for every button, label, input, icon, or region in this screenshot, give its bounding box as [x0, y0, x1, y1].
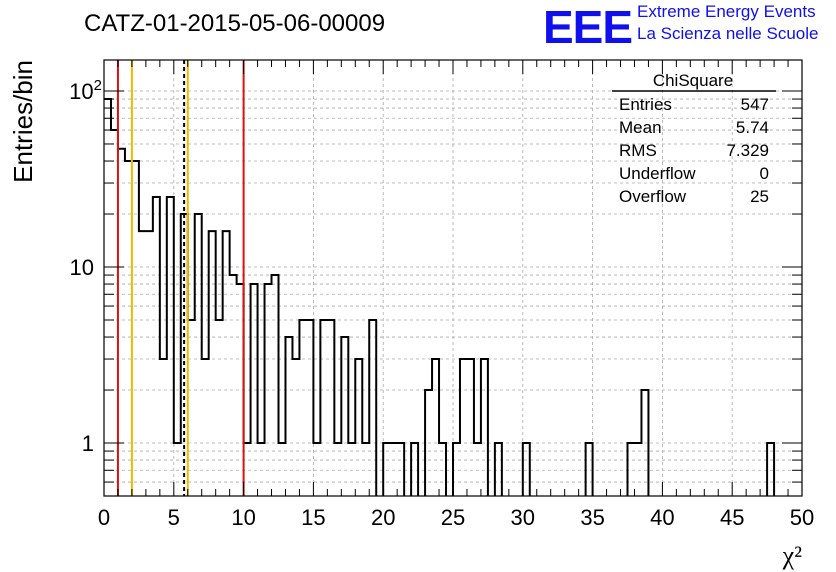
stats-row-value: 0 [760, 164, 769, 183]
x-tick-label: 30 [511, 505, 535, 530]
x-tick-label: 0 [98, 505, 110, 530]
grid-lines [104, 60, 802, 496]
stats-row-label: Entries [619, 95, 672, 114]
y-tick-label: 1 [82, 431, 94, 456]
stats-row-value: 25 [750, 187, 769, 206]
vertical-markers [116, 60, 245, 496]
stats-title: ChiSquare [653, 71, 733, 90]
y-axis-label: Entries/bin [8, 60, 38, 183]
x-tick-label: 5 [168, 505, 180, 530]
chart-title: CATZ-01-2015-05-06-00009 [84, 10, 386, 37]
stats-box: ChiSquare Entries 547 Mean 5.74 RMS 7.329 Unde… [612, 71, 776, 206]
stats-row-value: 7.329 [726, 141, 769, 160]
logo-caption-line1: Extreme Energy Events [637, 2, 816, 21]
logo-caption-line2: La Scienza nelle Scuole [637, 24, 819, 43]
x-tick-label: 25 [441, 505, 465, 530]
stats-rows: Entries 547 Mean 5.74 RMS 7.329 Underflow 0 Over… [619, 95, 769, 206]
x-tick-labels: 0 5 10 15 20 25 30 35 40 45 50 [98, 505, 814, 530]
eee-logo: EEE [543, 1, 633, 53]
stats-row-label: RMS [619, 141, 657, 160]
stats-row-value: 547 [741, 95, 769, 114]
x-tick-label: 15 [301, 505, 325, 530]
x-tick-label: 50 [790, 505, 814, 530]
stats-row-label: Underflow [619, 164, 696, 183]
stats-row-label: Overflow [619, 187, 687, 206]
stats-row-label: Mean [619, 118, 662, 137]
stats-row-value: 5.74 [736, 118, 769, 137]
x-axis-label: χ² [782, 541, 803, 570]
histogram-series [104, 98, 776, 496]
x-tick-label: 10 [231, 505, 255, 530]
axis-ticks [103, 60, 803, 496]
y-tick-label: 102 [69, 77, 102, 104]
y-tick-label: 10 [70, 255, 94, 280]
x-tick-label: 45 [720, 505, 744, 530]
x-tick-label: 35 [580, 505, 604, 530]
histogram-line [104, 98, 776, 496]
x-tick-label: 40 [650, 505, 674, 530]
x-tick-label: 20 [371, 505, 395, 530]
y-tick-labels: 1 10 102 [69, 77, 102, 456]
